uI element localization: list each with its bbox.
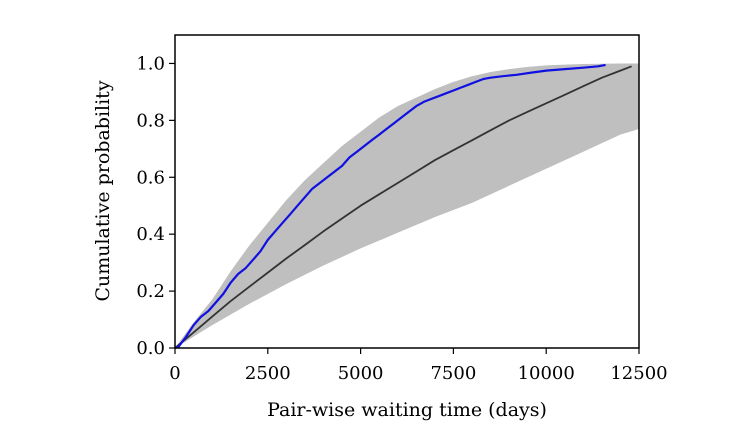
x-tick-label: 10000 bbox=[518, 363, 575, 384]
x-tick-label: 0 bbox=[169, 363, 180, 384]
y-tick-label: 0.4 bbox=[136, 224, 165, 245]
empirical-cdf-line bbox=[174, 63, 606, 350]
model-cdf-line bbox=[174, 65, 632, 349]
series-layer bbox=[174, 63, 632, 350]
x-tick-label: 7500 bbox=[430, 363, 476, 384]
x-tick-label: 12500 bbox=[610, 363, 667, 384]
x-axis-label: Pair-wise waiting time (days) bbox=[267, 399, 547, 421]
y-tick-label: 1.0 bbox=[136, 53, 165, 74]
y-axis-label: Cumulative probability bbox=[92, 80, 114, 301]
y-tick-label: 0.2 bbox=[136, 281, 165, 302]
y-tick-label: 0.6 bbox=[136, 167, 165, 188]
y-tick-label: 0.8 bbox=[136, 110, 165, 131]
plot-frame bbox=[174, 34, 640, 349]
x-tick-label: 5000 bbox=[338, 363, 384, 384]
x-tick-label: 2500 bbox=[245, 363, 291, 384]
y-tick-label: 0.0 bbox=[136, 338, 165, 359]
confidence-band bbox=[175, 63, 639, 348]
confidence-band-layer bbox=[175, 63, 639, 348]
tick-layer: 0 2500 5000 7500 10000 12500 0.0 0.2 0.4 0.6 0.8 1.… bbox=[136, 53, 667, 384]
